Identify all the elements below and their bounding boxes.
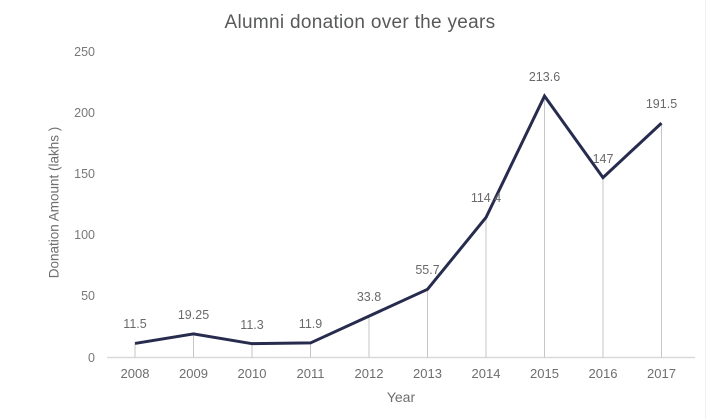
x-tick-label: 2011	[296, 366, 325, 381]
x-tick-label: 2010	[237, 366, 267, 381]
data-point-label: 11.3	[240, 317, 264, 332]
y-tick-label: 100	[74, 228, 95, 243]
data-point-label: 147	[592, 151, 614, 166]
x-tick-label: 2017	[647, 366, 676, 381]
chart-title: Alumni donation over the years	[224, 12, 496, 33]
x-axis-title: Year	[386, 389, 416, 405]
x-tick-label: 2013	[413, 366, 442, 381]
y-tick-label: 200	[74, 105, 95, 120]
canvas-right-edge	[705, 0, 706, 419]
x-tick-label: 2012	[354, 366, 384, 381]
x-tick-label: 2015	[530, 366, 559, 381]
y-tick-label: 0	[88, 350, 95, 365]
data-point-label: 213.6	[528, 70, 561, 85]
data-point-label: 19.25	[177, 307, 210, 322]
x-tick-label: 2016	[588, 366, 618, 381]
donation-line-series	[134, 93, 663, 346]
data-point-label: 33.8	[356, 290, 382, 305]
data-point-label: 191.5	[645, 97, 678, 112]
x-tick-label: 2008	[120, 366, 150, 381]
data-point-label: 55.7	[415, 263, 440, 278]
x-tick-label: 2009	[179, 366, 208, 381]
y-tick-label: 150	[74, 166, 95, 181]
y-tick-label: 250	[74, 44, 95, 59]
data-point-label: 11.9	[298, 316, 323, 331]
y-tick-label: 50	[81, 289, 95, 304]
x-tick-label: 2014	[471, 366, 501, 381]
data-point-label: 114.4	[470, 191, 502, 206]
data-point-label: 11.5	[123, 317, 147, 332]
